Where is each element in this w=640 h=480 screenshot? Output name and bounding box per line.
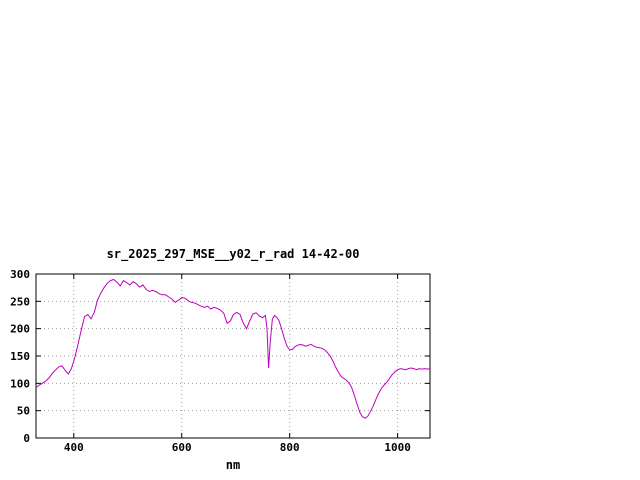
y-tick-label: 200: [10, 323, 30, 336]
y-tick-label: 100: [10, 377, 30, 390]
y-tick-label: 250: [10, 295, 30, 308]
x-tick-label: 600: [172, 441, 192, 454]
y-tick-label: 0: [23, 432, 30, 445]
chart-title: sr_2025_297_MSE__y02_r_rad 14-42-00: [106, 247, 360, 261]
x-axis-label: nm: [225, 458, 241, 472]
x-tick-label: 800: [280, 441, 300, 454]
spectrum-line: [35, 278, 431, 419]
y-tick-label: 300: [10, 268, 30, 281]
y-tick-label: 150: [10, 350, 30, 363]
x-tick-label: 400: [64, 441, 84, 454]
y-tick-label: 50: [17, 405, 30, 418]
x-tick-label: 1000: [384, 441, 411, 454]
